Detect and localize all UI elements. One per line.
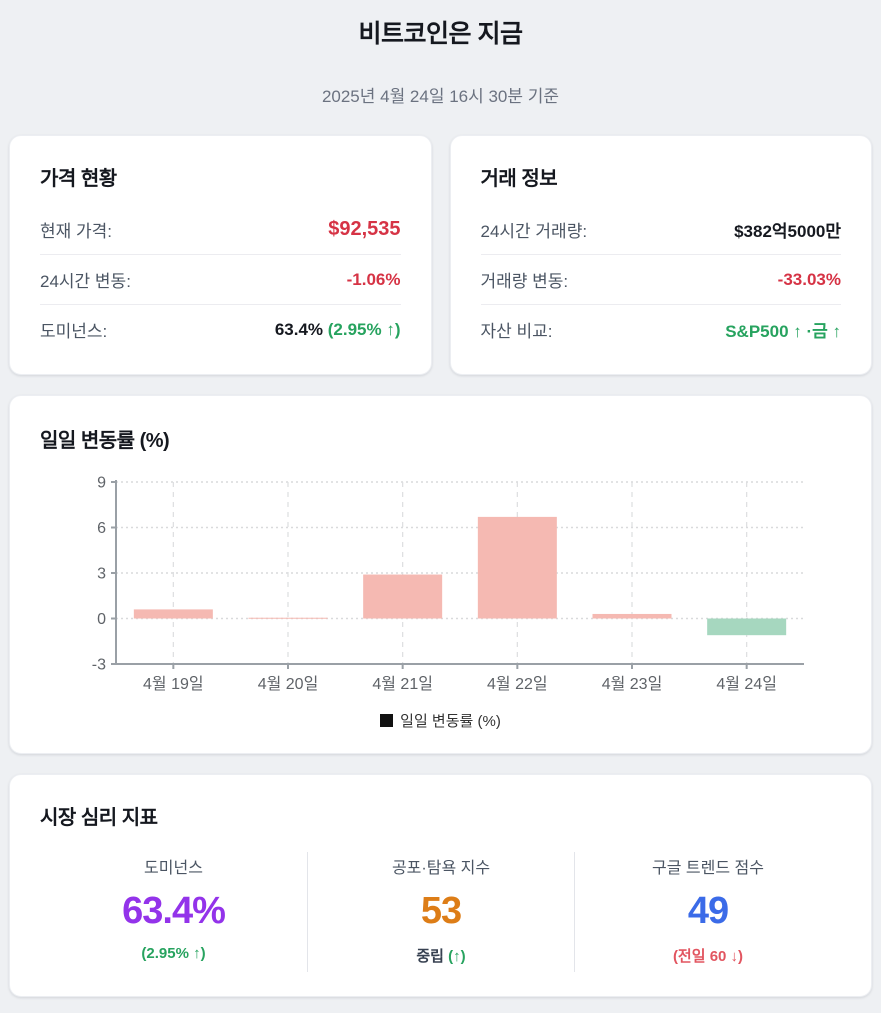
volume-change-row: 거래량 변동: -33.03%: [480, 254, 841, 304]
metric-dominance-sub: (2.95% ↑): [141, 945, 206, 962]
svg-text:4월 20일: 4월 20일: [258, 675, 319, 693]
dominance-change: (2.95% ↑): [327, 319, 401, 339]
chart-title: 일일 변동률 (%): [40, 430, 170, 452]
fear-greed-status: 중립: [416, 948, 444, 965]
svg-text:3: 3: [97, 566, 106, 583]
metric-google-trends-label: 구글 트렌드 점수: [652, 860, 764, 877]
trade-card-rows: 24시간 거래량: $382억5000만 거래량 변동: -33.03% 자산 …: [480, 205, 842, 354]
daily-change-label: 24시간 변동:: [40, 272, 131, 291]
price-card-rows: 현재 가격: $92,535 24시간 변동: -1.06% 도미넌스: 63.…: [40, 205, 401, 354]
sentiment-metrics: 도미넌스 63.4% (2.95% ↑) 공포·탐욕 지수 53 중립 (↑) …: [40, 852, 841, 972]
svg-text:4월 21일: 4월 21일: [372, 675, 433, 693]
market-sentiment-card: 시장 심리 지표 도미넌스 63.4% (2.95% ↑) 공포·탐욕 지수 5…: [9, 774, 872, 997]
dominance-percent: 63.4%: [274, 319, 324, 339]
metric-fear-greed-value: 53: [420, 890, 462, 932]
svg-text:-3: -3: [92, 657, 106, 674]
metric-fear-greed: 공포·탐욕 지수 53 중립 (↑): [307, 852, 574, 972]
svg-text:9: 9: [97, 475, 106, 492]
metric-fear-greed-label: 공포·탐욕 지수: [391, 860, 491, 877]
chart-legend: 일일 변동률 (%): [40, 710, 841, 731]
svg-text:0: 0: [97, 611, 106, 628]
volume-change-label: 거래량 변동:: [480, 272, 569, 291]
asset-compare-label: 자산 비교:: [480, 322, 553, 341]
metric-google-trends-value: 49: [687, 890, 729, 932]
legend-label: 일일 변동률 (%): [400, 713, 501, 730]
daily-change-chart-card: 일일 변동률 (%) 9 6 3 0 -3 4월 19일 4월 20일 4월 21일 4월 22…: [9, 395, 872, 754]
daily-change-value: -1.06%: [346, 269, 401, 289]
content-area: 가격 현황 현재 가격: $92,535 24시간 변동: -1.06% 도미넌…: [0, 135, 881, 997]
asset-compare-value: S&P500 ↑ ·금 ↑: [725, 322, 841, 341]
metric-dominance: 도미넌스 63.4% (2.95% ↑): [40, 852, 307, 972]
volume-label: 24시간 거래량:: [480, 222, 588, 241]
dominance-label: 도미넌스:: [40, 322, 108, 341]
metric-google-trends: 구글 트렌드 점수 49 (전일 60 ↓): [574, 852, 841, 972]
price-card-title: 가격 현황: [40, 168, 117, 190]
trade-info-card: 거래 정보 24시간 거래량: $382억5000만 거래량 변동: -33.0…: [449, 135, 872, 375]
svg-text:6: 6: [97, 520, 106, 537]
fear-greed-direction: (↑): [448, 948, 466, 965]
volume-value: $382억5000만: [734, 222, 841, 241]
svg-text:4월 24일: 4월 24일: [716, 675, 777, 693]
legend-swatch-icon: [380, 714, 394, 727]
svg-text:4월 23일: 4월 23일: [602, 675, 663, 693]
metric-dominance-label: 도미넌스: [144, 860, 203, 877]
volume-row: 24시간 거래량: $382억5000만: [481, 205, 842, 254]
sentiment-card-title: 시장 심리 지표: [40, 807, 158, 829]
current-price-row: 현재 가격: $92,535: [40, 205, 401, 254]
price-status-card: 가격 현황 현재 가격: $92,535 24시간 변동: -1.06% 도미넌…: [9, 135, 432, 375]
current-price-label: 현재 가격:: [40, 222, 113, 241]
page-header: 비트코인은 지금 2025년 4월 24일 16시 30분 기준: [0, 0, 881, 107]
metric-dominance-value: 63.4%: [122, 890, 226, 932]
timestamp-label: 2025년 4월 24일 16시 30분 기준: [321, 87, 560, 106]
svg-text:4월 22일: 4월 22일: [487, 675, 548, 693]
svg-text:4월 19일: 4월 19일: [143, 675, 204, 693]
daily-change-row: 24시간 변동: -1.06%: [40, 254, 401, 304]
daily-change-bar-chart: 9 6 3 0 -3 4월 19일 4월 20일 4월 21일 4월 22일 4월 23일 4월 2…: [92, 475, 804, 693]
dominance-row: 도미넌스: 63.4% (2.95% ↑): [40, 304, 401, 354]
summary-cards-row: 가격 현황 현재 가격: $92,535 24시간 변동: -1.06% 도미넌…: [9, 135, 872, 375]
metric-fear-greed-sub: 중립 (↑): [318, 945, 564, 966]
volume-change-value: -33.03%: [777, 269, 841, 289]
current-price-value: $92,535: [328, 218, 401, 240]
trade-card-title: 거래 정보: [480, 168, 558, 190]
page-title: 비트코인은 지금: [358, 20, 523, 48]
chart-area: 9 6 3 0 -3 4월 19일 4월 20일 4월 21일 4월 22일 4월 23일 4월 2…: [40, 473, 841, 704]
metric-google-trends-sub: (전일 60 ↓): [672, 948, 744, 965]
dominance-value: 63.4% (2.95% ↑): [275, 320, 401, 340]
asset-compare-row: 자산 비교: S&P500 ↑ ·금 ↑: [480, 304, 841, 354]
